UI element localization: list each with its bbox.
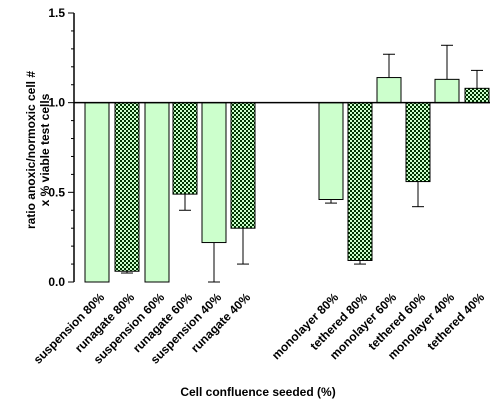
bar — [230, 102, 256, 229]
bars — [84, 44, 490, 283]
bar — [172, 102, 198, 195]
bar — [114, 102, 140, 272]
y-tick-label: 0.0 — [48, 275, 65, 289]
bar — [318, 102, 344, 201]
y-tick-label: 0.5 — [48, 185, 65, 199]
bar — [376, 77, 402, 104]
x-axis-title: Cell confluence seeded (%) — [180, 385, 335, 399]
bar — [464, 87, 490, 104]
y-tick-label: 1.0 — [48, 96, 65, 110]
bar — [434, 78, 460, 104]
bar — [347, 102, 373, 261]
bar — [144, 102, 170, 283]
bar — [201, 102, 227, 244]
bar — [84, 102, 110, 283]
category-labels: suspension 80%runagate 80%suspension 60%… — [31, 290, 488, 367]
bar — [405, 102, 431, 183]
axes: 0.0 0.5 1.0 1.5 — [48, 6, 490, 289]
y-axis-title-line: ratio anoxic/normoxic cell # — [24, 71, 38, 229]
y-axis-title: ratio anoxic/normoxic cell # x % viable t… — [24, 71, 52, 229]
y-tick-label: 1.5 — [48, 6, 65, 20]
y-axis-title-line: x % viable test cells — [38, 93, 52, 206]
